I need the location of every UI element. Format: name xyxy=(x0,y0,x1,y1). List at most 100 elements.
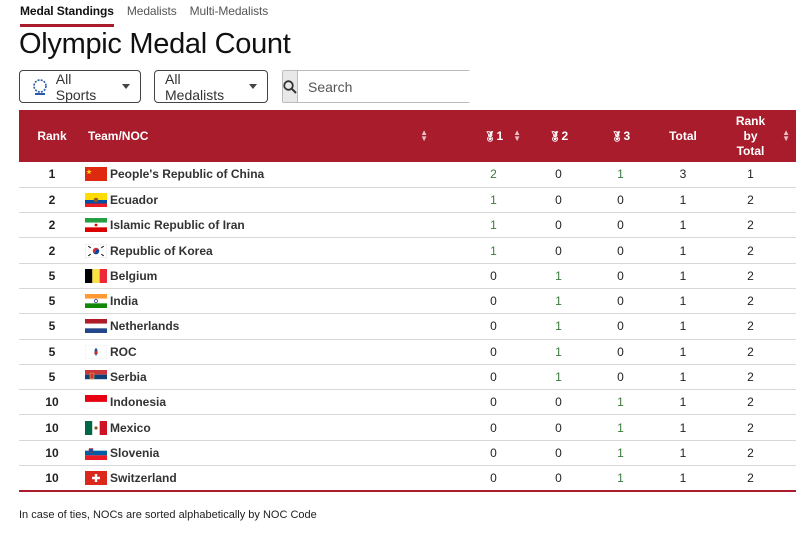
search-icon xyxy=(283,79,297,94)
table-row[interactable]: 10 Mexico 0 0 1 1 2 xyxy=(19,415,796,441)
header-gold[interactable]: 🏅︎1 ▲ ▼ xyxy=(483,128,521,144)
team-cell: ROC xyxy=(85,339,434,364)
medal-icon: 🏅︎ xyxy=(610,132,624,143)
team-name[interactable]: Mexico xyxy=(110,420,151,435)
team-name[interactable]: Switzerland xyxy=(110,470,177,485)
tab-medal-standings[interactable]: Medal Standings xyxy=(20,4,114,27)
table-row[interactable]: 10 Switzerland 0 0 1 1 2 xyxy=(19,466,796,491)
table-row[interactable]: 5 Belgium 0 1 0 1 2 xyxy=(19,263,796,289)
team-cell: Netherlands xyxy=(85,314,434,339)
team-name[interactable]: Serbia xyxy=(110,370,147,385)
team-name[interactable]: India xyxy=(110,294,139,309)
search-button[interactable] xyxy=(283,71,298,102)
gold-count-cell: 0 xyxy=(490,395,497,410)
table-row[interactable]: 2 Islamic Republic of Iran 1 0 0 1 2 xyxy=(19,213,796,238)
sort-arrows-icon: ▲ ▼ xyxy=(513,128,521,143)
gold-count-cell: 0 xyxy=(490,370,497,385)
total-count-cell: 1 xyxy=(679,294,687,309)
gold-count-cell: 2 xyxy=(490,167,497,182)
header-total[interactable]: Total xyxy=(669,129,697,143)
bronze-count-cell: 0 xyxy=(617,192,624,207)
header-rank[interactable]: Rank xyxy=(37,129,67,143)
silver-count-cell: 1 xyxy=(555,294,562,309)
search-input[interactable] xyxy=(298,71,489,102)
gold-count-cell: 0 xyxy=(490,470,497,485)
team-cell: Serbia xyxy=(85,364,434,389)
team-name[interactable]: ROC xyxy=(110,344,137,359)
team-name[interactable]: Belgium xyxy=(110,268,158,283)
tab-multi-medalists[interactable]: Multi-Medalists xyxy=(189,4,269,18)
bronze-count-cell: 0 xyxy=(617,294,624,309)
table-row[interactable]: 1 People's Republic of China 2 0 1 3 1 xyxy=(19,162,796,188)
bronze-count-cell: 1 xyxy=(617,470,624,485)
gold-count-cell: 1 xyxy=(490,243,497,258)
team-cell: Indonesia xyxy=(85,390,434,415)
total-count-cell: 1 xyxy=(679,243,687,258)
rank-cell: 2 xyxy=(48,243,56,258)
bronze-count-cell: 1 xyxy=(617,167,624,182)
table-row[interactable]: 10 Slovenia 0 0 1 1 2 xyxy=(19,440,796,466)
rank-by-total-cell: 2 xyxy=(747,268,754,283)
rank-cell: 5 xyxy=(48,319,56,334)
all-sports-dropdown[interactable]: All Sports xyxy=(19,70,141,103)
tab-bar: Medal Standings Medalists Multi-Medalist… xyxy=(20,4,281,27)
flag-icon xyxy=(85,167,107,182)
team-name[interactable]: Indonesia xyxy=(110,395,167,410)
total-count-cell: 1 xyxy=(679,344,687,359)
header-bronze[interactable]: 🏅︎3 xyxy=(610,129,631,143)
rank-cell: 5 xyxy=(48,344,56,359)
silver-count-cell: 0 xyxy=(555,445,562,460)
flag-icon xyxy=(85,470,107,485)
table-row[interactable]: 5 Serbia 0 1 0 1 2 xyxy=(19,364,796,390)
rank-by-total-cell: 2 xyxy=(747,218,754,233)
rank-by-total-cell: 2 xyxy=(747,319,754,334)
flag-icon xyxy=(85,370,107,385)
team-name[interactable]: Ecuador xyxy=(110,192,159,207)
total-count-cell: 1 xyxy=(679,218,687,233)
all-medalists-dropdown[interactable]: All Medalists xyxy=(154,70,268,103)
team-cell: Republic of Korea xyxy=(85,238,434,263)
total-count-cell: 1 xyxy=(679,192,687,207)
table-row[interactable]: 2 Ecuador 1 0 0 1 2 xyxy=(19,187,796,213)
total-count-cell: 1 xyxy=(679,319,687,334)
team-name[interactable]: Netherlands xyxy=(110,319,180,334)
team-name[interactable]: Republic of Korea xyxy=(110,243,213,258)
header-silver[interactable]: 🏅︎2 xyxy=(548,129,569,143)
bronze-count-cell: 0 xyxy=(617,268,624,283)
rank-cell: 5 xyxy=(48,268,56,283)
tab-medalists[interactable]: Medalists xyxy=(126,4,177,18)
bronze-count-cell: 1 xyxy=(617,445,624,460)
silver-count-cell: 0 xyxy=(555,243,562,258)
team-cell: Islamic Republic of Iran xyxy=(85,213,434,238)
rank-by-total-cell: 2 xyxy=(747,420,754,435)
flag-icon xyxy=(85,420,107,435)
bronze-count-cell: 1 xyxy=(617,395,624,410)
team-name[interactable]: Slovenia xyxy=(110,445,160,460)
gold-count-cell: 1 xyxy=(490,218,497,233)
page-title: Olympic Medal Count xyxy=(19,28,291,60)
team-cell: India xyxy=(85,288,434,313)
team-cell: Ecuador xyxy=(85,187,434,212)
total-count-cell: 1 xyxy=(679,395,687,410)
table-row[interactable]: 2 Republic of Korea 1 0 0 1 2 xyxy=(19,238,796,264)
table-row[interactable]: 5 Netherlands 0 1 0 1 2 xyxy=(19,314,796,340)
header-rank-by-total[interactable]: Rank by Total ▲ ▼ xyxy=(735,113,790,158)
silver-count-cell: 0 xyxy=(555,470,562,485)
gold-count-cell: 0 xyxy=(490,445,497,460)
header-team[interactable]: Team/NOC ▲ ▼ xyxy=(88,128,428,144)
flag-icon xyxy=(85,243,107,258)
rank-cell: 2 xyxy=(48,192,56,207)
medal-icon: 🏅︎ xyxy=(483,132,497,143)
bronze-count-cell: 0 xyxy=(617,344,624,359)
flag-icon xyxy=(85,192,107,207)
table-row[interactable]: 10 Indonesia 0 0 1 1 2 xyxy=(19,390,796,415)
team-name[interactable]: Islamic Republic of Iran xyxy=(110,218,245,233)
table-row[interactable]: 5 India 0 1 0 1 2 xyxy=(19,288,796,314)
team-cell: Belgium xyxy=(85,263,434,288)
total-count-cell: 1 xyxy=(679,445,687,460)
table-row[interactable]: 5 ROC 0 1 0 1 2 xyxy=(19,339,796,365)
rank-by-total-cell: 2 xyxy=(747,344,754,359)
all-sports-label: All Sports xyxy=(55,70,97,103)
team-cell: Switzerland xyxy=(85,466,434,491)
team-name[interactable]: People's Republic of China xyxy=(110,167,265,182)
